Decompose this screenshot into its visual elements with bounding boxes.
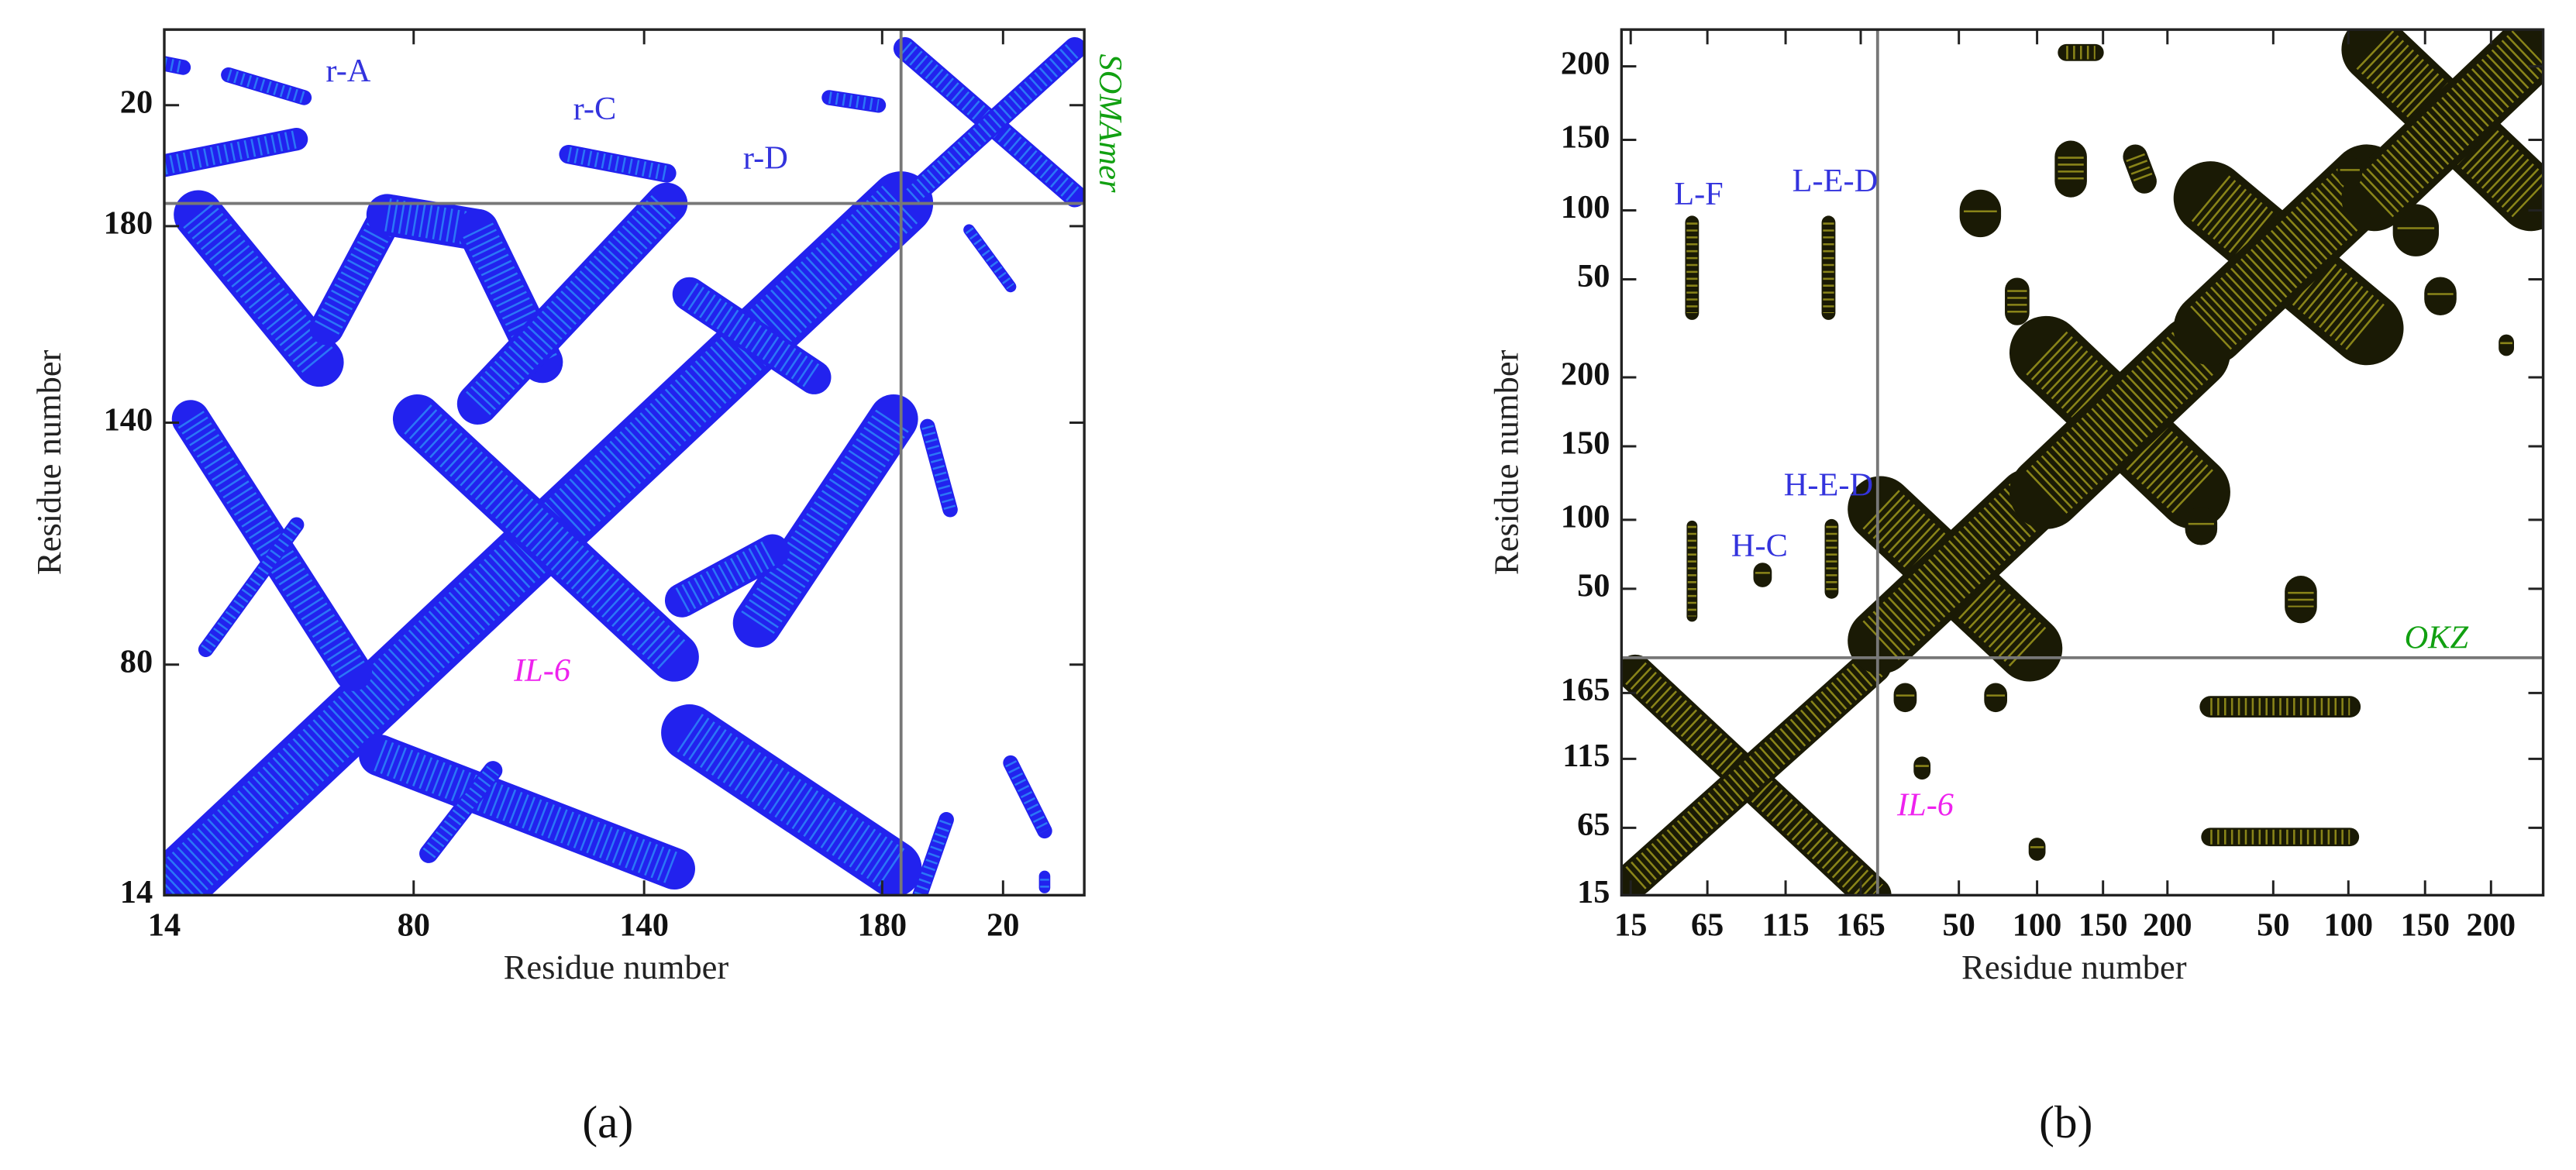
plot-area xyxy=(1621,29,2543,896)
contact-band xyxy=(1848,468,2063,674)
annotation: r-D xyxy=(743,139,788,176)
contact-band xyxy=(419,761,503,863)
contact-dots xyxy=(2356,30,2543,218)
y-tick-label: 180 xyxy=(104,205,153,242)
annotation: r-C xyxy=(573,91,617,127)
annotation: r-A xyxy=(325,53,370,89)
y-axis-title: Residue number xyxy=(29,349,68,575)
y-tick-label: 115 xyxy=(1562,738,1610,774)
x-axis-title: Residue number xyxy=(504,948,729,986)
x-tick-label: 200 xyxy=(2143,907,2192,943)
y-axis-title: Residue number xyxy=(1486,349,1525,575)
y-tick-label: 100 xyxy=(1561,499,1610,535)
contact-dots xyxy=(183,202,335,375)
annotation: SOMAmer xyxy=(1092,54,1128,193)
x-tick-label: 15 xyxy=(1614,907,1647,943)
contact-band xyxy=(164,56,191,75)
y-tick-label: 15 xyxy=(1577,874,1610,910)
y-tick-label: 200 xyxy=(1561,356,1610,393)
x-tick-label: 50 xyxy=(2257,907,2289,943)
contact-dots xyxy=(681,283,822,389)
contact-band xyxy=(664,534,790,618)
annotation: H-E-D xyxy=(1784,466,1873,503)
y-tick-label: 50 xyxy=(1577,258,1610,294)
y-tick-label: 20 xyxy=(120,84,153,120)
y-tick-label: 50 xyxy=(1577,568,1610,604)
y-tick-label: 100 xyxy=(1561,189,1610,225)
y-tick-label: 165 xyxy=(1561,672,1610,708)
plot-frame xyxy=(1620,28,2545,897)
contact-dots xyxy=(898,41,1081,203)
x-tick-label: 65 xyxy=(1691,907,1724,943)
plot-area xyxy=(164,36,1085,896)
contact-dots xyxy=(1625,654,1883,890)
contact-band xyxy=(221,67,312,105)
x-tick-label: 100 xyxy=(2324,907,2374,943)
panel-caption: (b) xyxy=(2039,1096,2092,1148)
x-tick-label: 115 xyxy=(1762,907,1809,943)
contact-dots xyxy=(315,208,400,335)
contact-dots xyxy=(828,91,880,112)
contact-band xyxy=(901,36,1085,208)
annotation: IL-6 xyxy=(1896,787,1954,824)
plot-frame xyxy=(163,28,1086,897)
contact-dots xyxy=(466,191,680,415)
y-tick-label: 150 xyxy=(1561,119,1610,155)
contact-dots xyxy=(965,227,1014,290)
x-tick-label: 200 xyxy=(2467,907,2516,943)
contact-dots xyxy=(201,521,301,653)
contact-dots xyxy=(2126,153,2154,185)
contact-band xyxy=(732,394,918,648)
x-tick-label: 165 xyxy=(1836,907,1886,943)
panel-caption: (a) xyxy=(582,1096,633,1148)
annotation: L-F xyxy=(1674,176,1724,212)
x-tick-label: 140 xyxy=(619,907,669,943)
x-tick-label: 50 xyxy=(1942,907,1975,943)
x-tick-label: 100 xyxy=(2013,907,2062,943)
contact-band xyxy=(912,812,954,896)
y-tick-label: 14 xyxy=(120,874,153,910)
x-tick-label: 180 xyxy=(858,907,907,943)
x-tick-label: 14 xyxy=(148,907,181,943)
annotation: OKZ xyxy=(2405,619,2469,656)
annotation: H-C xyxy=(1731,528,1788,564)
contact-dots xyxy=(374,739,680,885)
y-tick-label: 80 xyxy=(120,643,153,680)
contact-band xyxy=(661,704,922,896)
contact-band xyxy=(392,394,699,682)
contact-dots xyxy=(567,146,669,181)
contact-dots xyxy=(2356,30,2543,218)
contact-dots xyxy=(1005,760,1050,834)
contact-band xyxy=(2009,315,2230,529)
x-tick-label: 20 xyxy=(987,907,1019,943)
annotation: L-E-D xyxy=(1793,163,1879,199)
contact-dots xyxy=(177,411,367,681)
contact-dots xyxy=(2190,160,2388,350)
x-axis-title: Residue number xyxy=(1961,948,2187,986)
y-tick-label: 200 xyxy=(1561,45,1610,81)
annotation: IL-6 xyxy=(513,652,570,689)
x-tick-label: 80 xyxy=(398,907,430,943)
y-tick-label: 150 xyxy=(1561,425,1610,462)
y-tick-label: 140 xyxy=(104,401,153,438)
x-tick-label: 150 xyxy=(2078,907,2128,943)
x-tick-label: 150 xyxy=(2400,907,2450,943)
y-tick-label: 65 xyxy=(1577,807,1610,843)
contact-dots xyxy=(921,425,956,511)
contact-dots xyxy=(164,130,298,175)
